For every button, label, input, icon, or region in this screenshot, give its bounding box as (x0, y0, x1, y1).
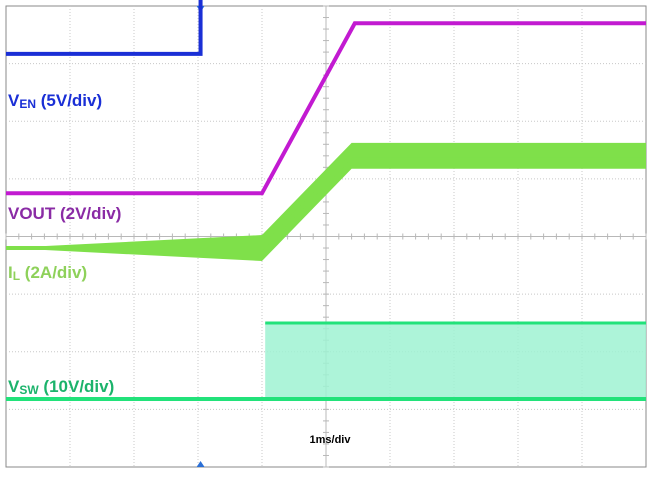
label-vsw-rest: (10V/div) (39, 377, 115, 396)
label-ven: VEN (5V/div) (8, 91, 102, 111)
time-scale-label: 1ms/div (310, 434, 352, 446)
label-vout-main: VOUT (8, 204, 56, 223)
label-ven-sub: EN (19, 97, 36, 111)
label-il-main: I (8, 263, 13, 282)
label-vsw: VSW (10V/div) (8, 377, 114, 397)
il-trace (6, 153, 646, 251)
label-il: IL (2A/div) (8, 263, 87, 283)
ven-trace (6, 0, 203, 56)
label-ven-rest: (5V/div) (36, 91, 102, 110)
vsw-switching-band (265, 322, 646, 400)
label-vout: VOUT (2V/div) (8, 204, 121, 223)
label-il-rest: (2A/div) (20, 263, 87, 282)
label-il-sub: L (13, 269, 20, 283)
label-vsw-sub: SW (19, 383, 39, 397)
label-vsw-main: V (8, 377, 20, 396)
trigger-marker-bottom (196, 461, 205, 467)
label-ven-main: V (8, 91, 20, 110)
label-vout-rest: (2V/div) (55, 204, 121, 223)
vout-trace (6, 21, 646, 196)
